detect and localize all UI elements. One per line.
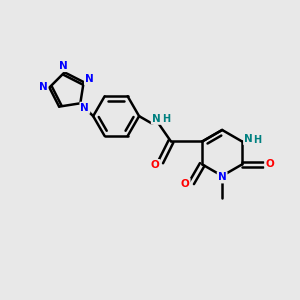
Text: N: N bbox=[80, 103, 89, 113]
Text: N: N bbox=[85, 74, 94, 84]
Text: O: O bbox=[265, 159, 274, 170]
Text: O: O bbox=[150, 160, 159, 170]
Text: H: H bbox=[253, 135, 261, 145]
Text: N: N bbox=[152, 114, 161, 124]
Text: N: N bbox=[218, 172, 226, 182]
Text: H: H bbox=[162, 114, 170, 124]
Text: N: N bbox=[39, 82, 47, 92]
Text: N: N bbox=[244, 134, 253, 144]
Text: N: N bbox=[59, 61, 68, 71]
Text: O: O bbox=[181, 179, 190, 189]
